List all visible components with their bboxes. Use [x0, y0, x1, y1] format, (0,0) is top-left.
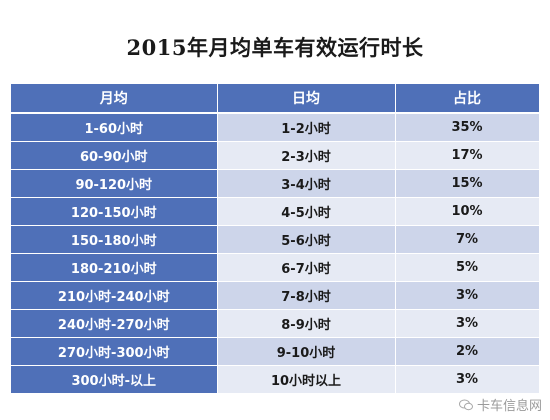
column-header-share: 占比 — [395, 84, 540, 114]
table-row: 300小时-以上 10小时以上 3% — [11, 365, 540, 394]
column-header-monthly: 月均 — [11, 84, 218, 114]
cell-daily: 2-3小时 — [217, 141, 396, 170]
cell-daily: 9-10小时 — [217, 337, 396, 366]
cell-share: 15% — [395, 169, 540, 198]
cell-daily: 1-2小时 — [217, 113, 396, 142]
table-body: 1-60小时 1-2小时 35% 60-90小时 2-3小时 17% 90-120小时 3-4… — [11, 113, 540, 394]
cell-share: 17% — [395, 141, 540, 170]
cell-share: 5% — [395, 253, 540, 282]
column-header-daily: 日均 — [217, 84, 396, 114]
table-row: 1-60小时 1-2小时 35% — [11, 113, 540, 142]
cell-monthly: 270小时-300小时 — [11, 337, 218, 366]
cell-daily: 8-9小时 — [217, 309, 396, 338]
table-row: 180-210小时 6-7小时 5% — [11, 253, 540, 282]
cell-daily: 10小时以上 — [217, 365, 396, 394]
cell-monthly: 300小时-以上 — [11, 365, 218, 394]
table-row: 120-150小时 4-5小时 10% — [11, 197, 540, 226]
table-header-row: 月均 日均 占比 — [11, 84, 540, 114]
cell-monthly: 90-120小时 — [11, 169, 218, 198]
cell-share: 3% — [395, 309, 540, 338]
cell-share: 35% — [395, 113, 540, 142]
cell-share: 10% — [395, 197, 540, 226]
watermark: 卡车信息网 — [458, 395, 542, 414]
cell-daily: 5-6小时 — [217, 225, 396, 254]
cell-monthly: 1-60小时 — [11, 113, 218, 142]
wechat-icon — [458, 399, 473, 410]
cell-monthly: 180-210小时 — [11, 253, 218, 282]
runtime-table: 月均 日均 占比 1-60小时 1-2小时 35% 60-90小时 2-3小时 17% 90… — [11, 84, 540, 394]
cell-monthly: 240小时-270小时 — [11, 309, 218, 338]
cell-daily: 7-8小时 — [217, 281, 396, 310]
cell-share: 3% — [395, 281, 540, 310]
cell-monthly: 120-150小时 — [11, 197, 218, 226]
cell-share: 2% — [395, 337, 540, 366]
table-row: 240小时-270小时 8-9小时 3% — [11, 309, 540, 338]
cell-daily: 6-7小时 — [217, 253, 396, 282]
watermark-text: 卡车信息网 — [476, 399, 542, 414]
cell-monthly: 60-90小时 — [11, 141, 218, 170]
table-row: 270小时-300小时 9-10小时 2% — [11, 337, 540, 366]
table-row: 90-120小时 3-4小时 15% — [11, 169, 540, 198]
cell-share: 3% — [395, 365, 540, 394]
chart-title: 2015年月均单车有效运行时长 — [126, 35, 424, 60]
cell-monthly: 210小时-240小时 — [11, 281, 218, 310]
table-row: 150-180小时 5-6小时 7% — [11, 225, 540, 254]
table-row: 60-90小时 2-3小时 17% — [11, 141, 540, 170]
cell-daily: 3-4小时 — [217, 169, 396, 198]
table-row: 210小时-240小时 7-8小时 3% — [11, 281, 540, 310]
cell-monthly: 150-180小时 — [11, 225, 218, 254]
cell-daily: 4-5小时 — [217, 197, 396, 226]
cell-share: 7% — [395, 225, 540, 254]
